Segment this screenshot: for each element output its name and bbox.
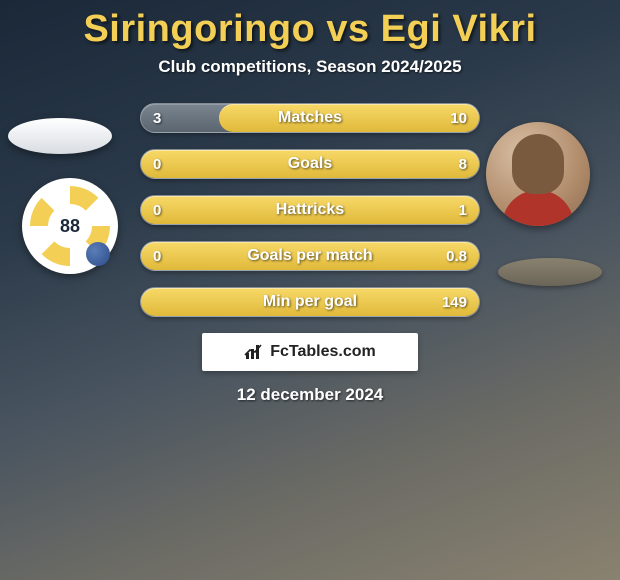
- stat-right-value: 8: [459, 150, 467, 178]
- stat-right-value: 10: [450, 104, 467, 132]
- stat-row: 0Goals per match0.8: [140, 241, 480, 271]
- stat-label: Goals: [141, 150, 479, 178]
- stat-label: Hattricks: [141, 196, 479, 224]
- date-text: 12 december 2024: [0, 385, 620, 405]
- chart-icon: [244, 343, 264, 361]
- club-left-number: 88: [48, 204, 92, 248]
- subtitle: Club competitions, Season 2024/2025: [0, 57, 620, 77]
- stat-row: Min per goal149: [140, 287, 480, 317]
- player-left-avatar-placeholder: [8, 118, 112, 154]
- club-left-badge: 88: [22, 178, 118, 274]
- source-badge-text: FcTables.com: [270, 343, 376, 361]
- comparison-card: Siringoringo vs Egi Vikri Club competiti…: [0, 0, 620, 405]
- stat-row: 0Hattricks1: [140, 195, 480, 225]
- stat-label: Matches: [141, 104, 479, 132]
- stat-row: 3Matches10: [140, 103, 480, 133]
- stat-right-value: 1: [459, 196, 467, 224]
- player-right-avatar: [486, 122, 590, 226]
- source-badge[interactable]: FcTables.com: [202, 333, 418, 371]
- stat-right-value: 149: [442, 288, 467, 316]
- club-right-chip: [498, 258, 602, 286]
- stat-row: 0Goals8: [140, 149, 480, 179]
- page-title: Siringoringo vs Egi Vikri: [0, 8, 620, 51]
- stat-label: Min per goal: [141, 288, 479, 316]
- stat-right-value: 0.8: [446, 242, 467, 270]
- soccer-ball-icon: [86, 242, 110, 266]
- stat-label: Goals per match: [141, 242, 479, 270]
